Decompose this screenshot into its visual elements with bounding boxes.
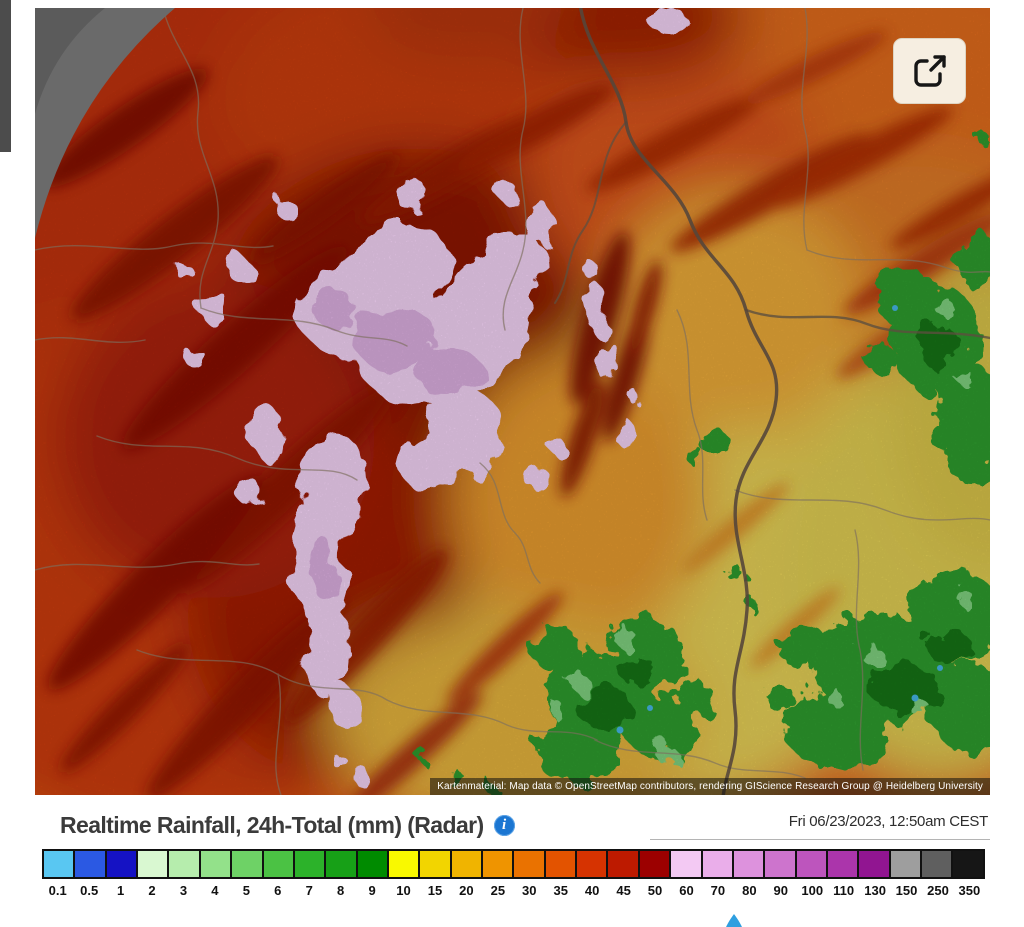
- legend-value-label: 4: [211, 883, 219, 898]
- share-export-icon: [913, 55, 946, 87]
- legend-value-label: 100: [801, 883, 824, 898]
- legend-color-cell: [169, 851, 201, 877]
- legend-value-label: 130: [864, 883, 886, 898]
- legend-value-label: 90: [773, 883, 789, 898]
- legend-value-label: 35: [553, 883, 568, 898]
- legend-color-cell: [890, 851, 923, 877]
- legend-value-label: 5: [242, 883, 250, 898]
- legend-color-cell: [138, 851, 170, 877]
- legend-value-label: 25: [490, 883, 506, 898]
- legend-value-label: 7: [305, 883, 313, 898]
- legend-color-cell: [545, 851, 578, 877]
- noise-texture: [35, 8, 990, 795]
- legend-color-cell: [420, 851, 452, 877]
- legend-color-cell: [859, 851, 891, 877]
- legend-value-label: 40: [584, 883, 600, 898]
- map-attribution-text: Kartenmaterial: Map data © OpenStreetMap…: [437, 781, 983, 792]
- legend-color-cell: [922, 851, 954, 877]
- legend-value-labels: 0.1 0.5 1 2 3 4 5 6 7 8 9 10 15 20 25 30 35 40 45 50 60 70 80 9…: [42, 883, 985, 898]
- legend-color-cell: [796, 851, 828, 877]
- legend-color-cell: [106, 851, 139, 877]
- legend-value-label: 70: [710, 883, 726, 898]
- share-button[interactable]: [893, 38, 966, 104]
- legend-value-label: 45: [616, 883, 631, 898]
- legend-color-cell: [263, 851, 295, 877]
- legend-color-cell: [702, 851, 734, 877]
- legend-value-label: 6: [274, 883, 282, 898]
- legend-color-cell: [639, 851, 672, 877]
- legend: Realtime Rainfall, 24h-Total (mm) (Radar…: [0, 803, 1024, 898]
- legend-color-cell: [577, 851, 609, 877]
- radar-coverage-edge: [35, 8, 175, 238]
- legend-color-cell: [326, 851, 358, 877]
- legend-color-cell: [827, 851, 860, 877]
- legend-color-cell: [451, 851, 484, 877]
- legend-color-cell: [357, 851, 389, 877]
- legend-color-cell: [200, 851, 233, 877]
- legend-header: Realtime Rainfall, 24h-Total (mm) (Radar…: [0, 803, 1024, 847]
- radar-precipitation-layer: [35, 8, 990, 795]
- legend-title-wrap: Realtime Rainfall, 24h-Total (mm) (Radar…: [60, 803, 515, 839]
- legend-value-label: 0.5: [80, 883, 99, 898]
- legend-value-label: 15: [427, 883, 443, 898]
- legend-value-label: 80: [742, 883, 757, 898]
- map-attribution: Kartenmaterial: Map data © OpenStreetMap…: [430, 778, 990, 795]
- legend-value-label: 20: [459, 883, 474, 898]
- legend-color-cell: [953, 851, 983, 877]
- legend-value-label: 0.1: [48, 883, 67, 898]
- legend-value-label: 3: [179, 883, 188, 898]
- timestamp: Fri 06/23/2023, 12:50am CEST: [650, 803, 990, 840]
- radar-map[interactable]: Kartenmaterial: Map data © OpenStreetMap…: [35, 8, 990, 795]
- legend-color-cell: [44, 851, 76, 877]
- legend-color-cell: [483, 851, 515, 877]
- admin-boundaries: [35, 8, 990, 795]
- legend-color-cell: [294, 851, 327, 877]
- legend-value-label: 60: [679, 883, 694, 898]
- info-icon[interactable]: i: [493, 815, 515, 836]
- legend-value-label: 10: [396, 883, 411, 898]
- legend-color-cell: [75, 851, 107, 877]
- legend-color-cell: [388, 851, 421, 877]
- legend-value-label: 2: [148, 883, 156, 898]
- legend-value-label: 350: [958, 883, 981, 898]
- legend-value-label: 110: [833, 883, 855, 898]
- cutoff-bottom-icon: [721, 913, 747, 927]
- legend-value-label: 50: [647, 883, 663, 898]
- legend-value-label: 150: [895, 883, 918, 898]
- legend-color-cell: [671, 851, 703, 877]
- legend-color-cell: [514, 851, 546, 877]
- legend-title: Realtime Rainfall, 24h-Total (mm) (Radar…: [60, 812, 484, 838]
- legend-color-cell: [765, 851, 797, 877]
- timestamp-text: Fri 06/23/2023, 12:50am CEST: [788, 813, 989, 830]
- legend-color-cell: [733, 851, 766, 877]
- legend-value-label: 1: [116, 883, 125, 898]
- legend-color-cell: [232, 851, 264, 877]
- legend-colorbar: [42, 849, 985, 879]
- legend-value-label: 8: [337, 883, 345, 898]
- water-drop-icon: [726, 914, 742, 927]
- legend-value-label: 30: [522, 883, 537, 898]
- legend-value-label: 9: [368, 883, 376, 898]
- page-edge-strip: [0, 0, 11, 152]
- legend-color-cell: [608, 851, 640, 877]
- legend-value-label: 250: [927, 883, 949, 898]
